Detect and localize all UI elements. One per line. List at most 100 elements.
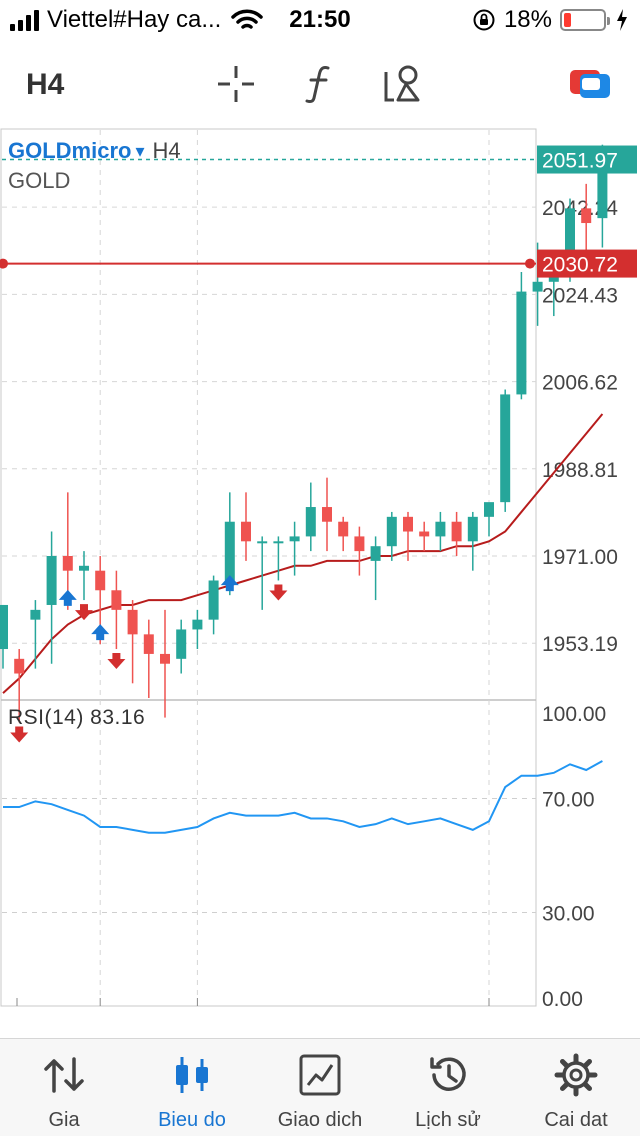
status-left: Viettel#Hay ca... [10, 6, 264, 34]
candle-body [176, 629, 187, 659]
candle [289, 521, 300, 576]
candle-body [192, 619, 203, 630]
nav-label: Giao dich [277, 1109, 363, 1131]
candle [305, 482, 316, 552]
candle [143, 619, 154, 698]
candle [273, 536, 284, 581]
candle [79, 551, 89, 601]
objects-icon[interactable] [382, 62, 426, 106]
candle [30, 600, 41, 669]
candle [516, 272, 527, 400]
chart-area[interactable]: 2042.24 2024.43 2006.62 1988.81 1971.00 1953.… [0, 128, 640, 1008]
candle-body [338, 521, 349, 537]
sell-arrow-icon [269, 584, 288, 601]
candle-body [241, 521, 251, 542]
symbol-dropdown-icon[interactable]: ▾ [135, 140, 145, 161]
candle-body [467, 516, 478, 542]
settings-icon [554, 1053, 598, 1097]
switch-icon[interactable] [568, 62, 612, 106]
battery-icon [560, 9, 610, 31]
candle [370, 536, 381, 601]
carrier-name: Viettel#Hay ca... [47, 6, 222, 33]
buy-arrow-icon [220, 575, 239, 592]
moving-average-line [2, 413, 604, 694]
candle-body [322, 507, 332, 522]
candle-body [386, 516, 397, 547]
candle [403, 511, 413, 561]
price-level-tag [537, 249, 637, 278]
candle [322, 477, 332, 552]
candle-body [597, 164, 608, 219]
candle-body [143, 634, 154, 654]
candle [500, 389, 511, 512]
status-right: 18% [472, 6, 628, 34]
indicators-icon[interactable] [298, 62, 342, 106]
candle-body [127, 609, 138, 635]
candle [484, 502, 494, 537]
nav-label: Cai dat [544, 1109, 608, 1131]
timeframe-button[interactable]: H4 [26, 68, 65, 101]
candle [241, 492, 251, 561]
crosshair-icon[interactable] [214, 62, 258, 106]
price-axis-label: 1988.81 [542, 459, 618, 482]
chart-border [0, 128, 537, 1007]
price-level-handle-left [0, 258, 8, 269]
current-price-tag [537, 145, 637, 174]
price-axis-label: 1971.00 [542, 546, 618, 569]
candle-body [419, 531, 430, 537]
nav-trade[interactable]: Giao dich [256, 1039, 384, 1136]
nav-settings[interactable]: Cai dat [512, 1039, 640, 1136]
quotes-icon [42, 1053, 86, 1097]
trade-icon [298, 1053, 342, 1097]
candle [111, 570, 122, 650]
candle [127, 600, 138, 684]
rsi-indicator-label[interactable]: RSI(14) 83.16 [8, 706, 146, 729]
bottom-navigation: Gia Bieu do Giao dich [0, 1038, 640, 1136]
charging-icon [617, 9, 627, 31]
candle-body [0, 604, 8, 650]
candle [14, 649, 25, 723]
battery-percent: 18% [503, 6, 552, 33]
candle-body [111, 590, 122, 610]
sell-arrow-icon [10, 726, 29, 743]
candle-body [160, 653, 170, 664]
candle-body [565, 208, 575, 277]
candle [467, 511, 478, 571]
candle-body [516, 291, 527, 395]
orientation-lock-icon [473, 9, 495, 31]
candle-body [451, 521, 462, 542]
candle [46, 531, 57, 664]
candle-body [435, 521, 446, 537]
sell-arrow-icon [107, 653, 126, 670]
candle [338, 516, 349, 552]
candle-body [289, 536, 300, 542]
candle-body [30, 609, 41, 620]
candle [451, 511, 462, 556]
candle-body [370, 546, 381, 561]
nav-quotes[interactable]: Gia [0, 1039, 128, 1136]
candle [435, 511, 446, 552]
candle-body [484, 502, 494, 517]
candle-body [257, 541, 268, 544]
price-level-handle-right [525, 258, 535, 269]
price-axis-label: 2006.62 [542, 372, 618, 395]
candle-body [224, 521, 235, 581]
candle-body [403, 516, 413, 532]
candle [192, 609, 203, 650]
price-axis-label: 1953.19 [542, 633, 618, 656]
symbol-description: GOLD [8, 168, 71, 193]
candle [160, 609, 170, 718]
candle-body [14, 658, 25, 674]
nav-history[interactable]: Lịch sử [384, 1039, 512, 1136]
candle [354, 526, 365, 576]
candle [386, 511, 397, 561]
price-chart[interactable]: 2042.242024.432006.621988.811971.001953.… [0, 128, 640, 1008]
symbol-header[interactable]: GOLDmicro ▾ H4 [8, 138, 181, 164]
candle [208, 575, 219, 635]
symbol-name[interactable]: GOLDmicro [8, 138, 132, 163]
candle-body [46, 556, 57, 605]
candle [419, 521, 430, 552]
candle-body [62, 556, 73, 571]
nav-chart[interactable]: Bieu do [128, 1039, 256, 1136]
candle-body [95, 570, 106, 591]
